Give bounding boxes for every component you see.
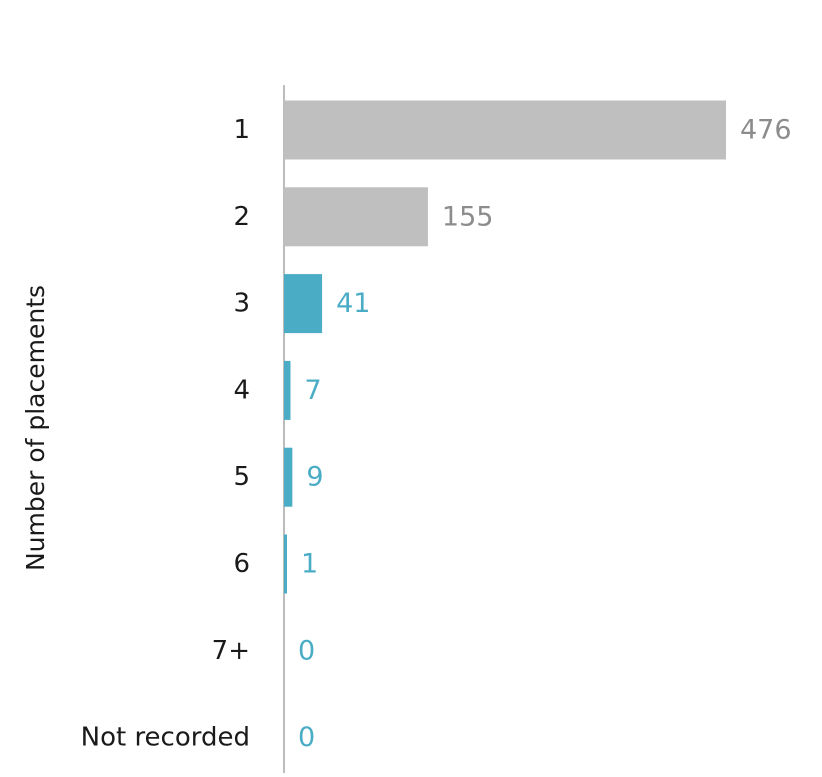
category-label-7: 7+ <box>212 636 250 666</box>
value-label-3: 41 <box>336 288 370 319</box>
value-label-4: 7 <box>305 375 322 406</box>
category-label-2: 2 <box>233 202 250 232</box>
bar-2 <box>284 187 428 247</box>
value-label-1: 476 <box>740 115 792 146</box>
category-label-3: 3 <box>233 289 250 319</box>
bar-5 <box>284 447 293 507</box>
value-label-7: 0 <box>298 635 315 666</box>
tick-labels-group: 1 2 3 4 5 6 7+ Not recorded <box>81 115 250 753</box>
value-label-5: 9 <box>306 462 323 493</box>
value-labels-group: 476 155 41 7 9 1 0 0 <box>298 115 792 754</box>
category-label-6: 6 <box>233 549 250 579</box>
category-label-4: 4 <box>233 375 250 405</box>
category-label-5: 5 <box>233 462 250 492</box>
y-axis-title-group: Number of placements <box>21 285 50 571</box>
value-label-8: 0 <box>298 722 315 753</box>
category-label-8: Not recorded <box>81 723 250 753</box>
value-label-2: 155 <box>442 201 494 232</box>
bar-4 <box>284 360 291 420</box>
value-label-6: 1 <box>301 549 318 580</box>
bar-6 <box>284 534 287 594</box>
bars-group <box>284 100 726 594</box>
y-axis-title: Number of placements <box>21 285 50 571</box>
category-label-1: 1 <box>233 115 250 145</box>
bar-3 <box>284 274 323 334</box>
bar-1 <box>284 100 726 160</box>
